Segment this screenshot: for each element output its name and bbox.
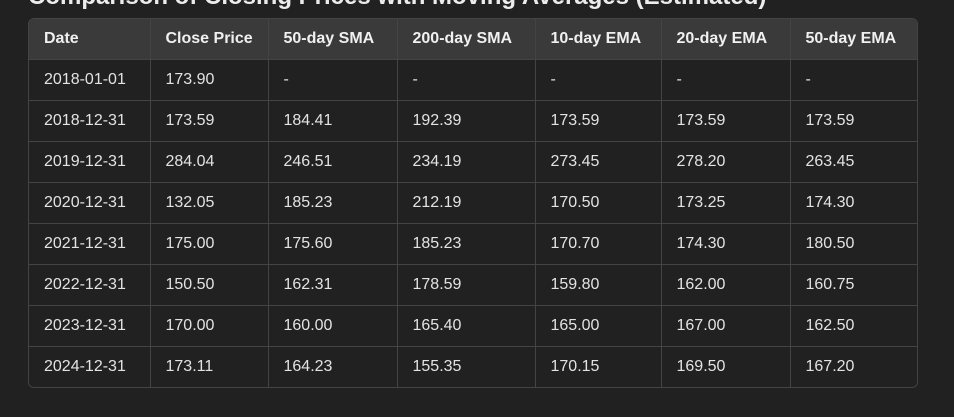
cell-close-price: 173.11 <box>150 346 269 387</box>
cell-10-day-ema: - <box>535 59 662 101</box>
table-row: 2020-12-31 132.05 185.23 212.19 170.50 1… <box>29 182 917 224</box>
cell-50-day-ema: 167.20 <box>790 346 917 387</box>
cell-200-day-sma: 234.19 <box>397 141 536 183</box>
cell-close-price: 150.50 <box>150 264 269 306</box>
section-heading: Comparison of Closing Prices with Moving… <box>28 0 766 13</box>
cell-20-day-ema: 162.00 <box>661 264 791 306</box>
cell-50-day-ema: 162.50 <box>790 305 917 347</box>
header-10-day-ema: 10-day EMA <box>535 19 662 60</box>
cell-date: 2022-12-31 <box>29 264 151 306</box>
cell-50-day-sma: 184.41 <box>268 100 398 142</box>
cell-50-day-sma: - <box>268 59 398 101</box>
header-200-day-sma: 200-day SMA <box>397 19 536 60</box>
cell-date: 2023-12-31 <box>29 305 151 347</box>
cell-date: 2019-12-31 <box>29 141 151 183</box>
cell-200-day-sma: 185.23 <box>397 223 536 265</box>
cell-date: 2024-12-31 <box>29 346 151 387</box>
cell-close-price: 173.59 <box>150 100 269 142</box>
cell-50-day-ema: 173.59 <box>790 100 917 142</box>
cell-50-day-ema: 263.45 <box>790 141 917 183</box>
cell-50-day-sma: 164.23 <box>268 346 398 387</box>
cell-date: 2018-12-31 <box>29 100 151 142</box>
header-50-day-ema: 50-day EMA <box>790 19 917 60</box>
cell-date: 2021-12-31 <box>29 223 151 265</box>
cell-50-day-ema: 160.75 <box>790 264 917 306</box>
cell-50-day-ema: 174.30 <box>790 182 917 224</box>
table-row: 2022-12-31 150.50 162.31 178.59 159.80 1… <box>29 264 917 306</box>
table-row: 2024-12-31 173.11 164.23 155.35 170.15 1… <box>29 346 917 387</box>
table-row: 2021-12-31 175.00 175.60 185.23 170.70 1… <box>29 223 917 265</box>
header-row: Date Close Price 50-day SMA 200-day SMA … <box>29 19 917 60</box>
cell-close-price: 284.04 <box>150 141 269 183</box>
table-row: 2018-01-01 173.90 - - - - - <box>29 59 917 101</box>
cell-200-day-sma: 212.19 <box>397 182 536 224</box>
cell-200-day-sma: - <box>397 59 536 101</box>
cell-10-day-ema: 165.00 <box>535 305 662 347</box>
cell-close-price: 175.00 <box>150 223 269 265</box>
cell-50-day-sma: 162.31 <box>268 264 398 306</box>
data-table-container: Date Close Price 50-day SMA 200-day SMA … <box>28 18 918 388</box>
cell-20-day-ema: 169.50 <box>661 346 791 387</box>
table-row: 2019-12-31 284.04 246.51 234.19 273.45 2… <box>29 141 917 183</box>
cell-20-day-ema: 173.59 <box>661 100 791 142</box>
header-close-price: Close Price <box>150 19 269 60</box>
cell-10-day-ema: 273.45 <box>535 141 662 183</box>
header-date: Date <box>29 19 151 60</box>
cell-200-day-sma: 192.39 <box>397 100 536 142</box>
cell-50-day-sma: 246.51 <box>268 141 398 183</box>
cell-20-day-ema: 278.20 <box>661 141 791 183</box>
cell-20-day-ema: 174.30 <box>661 223 791 265</box>
cell-10-day-ema: 159.80 <box>535 264 662 306</box>
cell-50-day-sma: 185.23 <box>268 182 398 224</box>
table-row: 2018-12-31 173.59 184.41 192.39 173.59 1… <box>29 100 917 142</box>
cell-date: 2020-12-31 <box>29 182 151 224</box>
cell-20-day-ema: 173.25 <box>661 182 791 224</box>
cell-10-day-ema: 170.15 <box>535 346 662 387</box>
table-header: Date Close Price 50-day SMA 200-day SMA … <box>29 19 917 60</box>
cell-50-day-sma: 160.00 <box>268 305 398 347</box>
cell-50-day-ema: 180.50 <box>790 223 917 265</box>
cell-20-day-ema: 167.00 <box>661 305 791 347</box>
cell-200-day-sma: 178.59 <box>397 264 536 306</box>
table-row: 2023-12-31 170.00 160.00 165.40 165.00 1… <box>29 305 917 347</box>
cell-50-day-ema: - <box>790 59 917 101</box>
cell-20-day-ema: - <box>661 59 791 101</box>
header-20-day-ema: 20-day EMA <box>661 19 791 60</box>
cell-50-day-sma: 175.60 <box>268 223 398 265</box>
cell-10-day-ema: 170.50 <box>535 182 662 224</box>
cell-200-day-sma: 155.35 <box>397 346 536 387</box>
cell-close-price: 170.00 <box>150 305 269 347</box>
moving-averages-table: Date Close Price 50-day SMA 200-day SMA … <box>29 19 917 387</box>
cell-10-day-ema: 170.70 <box>535 223 662 265</box>
table-body: 2018-01-01 173.90 - - - - - 2018-12-31 1… <box>29 59 917 387</box>
cell-10-day-ema: 173.59 <box>535 100 662 142</box>
cell-close-price: 132.05 <box>150 182 269 224</box>
header-50-day-sma: 50-day SMA <box>268 19 398 60</box>
cell-200-day-sma: 165.40 <box>397 305 536 347</box>
cell-close-price: 173.90 <box>150 59 269 101</box>
cell-date: 2018-01-01 <box>29 59 151 101</box>
